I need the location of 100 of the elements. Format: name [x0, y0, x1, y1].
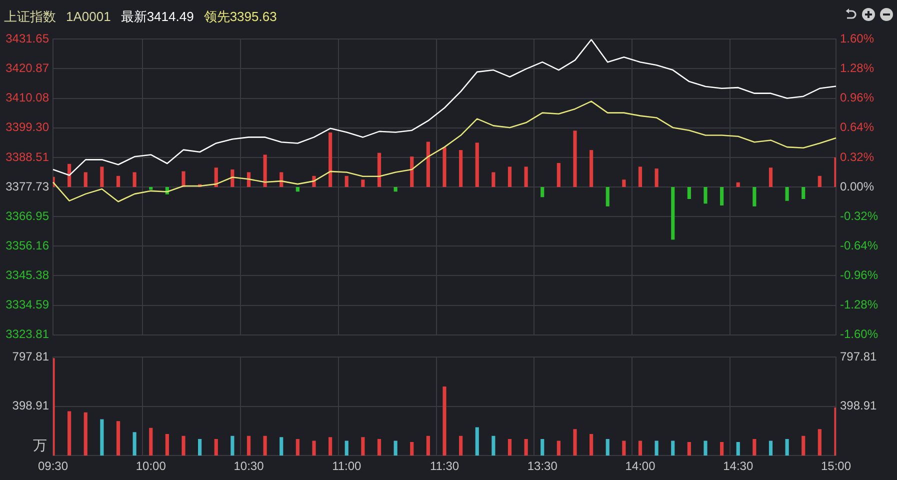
bar	[768, 440, 773, 456]
bar	[182, 436, 186, 456]
bar	[100, 166, 104, 187]
bar	[165, 434, 169, 456]
bar	[394, 440, 398, 456]
bar	[214, 168, 218, 187]
bar	[573, 429, 577, 456]
bar	[638, 166, 642, 187]
y-tick-label: 3388.51	[6, 150, 50, 164]
y-tick-label: 3377.73	[6, 179, 50, 194]
y-tick-label: 797.81	[12, 350, 50, 364]
bar	[622, 440, 626, 456]
bar	[752, 438, 756, 456]
bar	[230, 436, 234, 456]
bar	[182, 171, 186, 187]
bar	[459, 436, 463, 456]
x-tick-label: 10:30	[234, 459, 264, 474]
bar	[768, 168, 773, 187]
x-tick-label: 14:00	[625, 459, 656, 474]
bar	[508, 166, 512, 187]
bar	[654, 168, 658, 187]
y-tick-label: 398.91	[12, 398, 50, 413]
bar	[132, 432, 136, 456]
y-tick-label: 3366.95	[6, 208, 50, 223]
bar	[263, 436, 267, 456]
y2-tick-label: 0.64%	[840, 120, 874, 134]
bar	[492, 172, 496, 187]
bar	[524, 166, 528, 187]
bar	[508, 438, 512, 456]
y2-tick-label: 0.00%	[840, 179, 874, 194]
y2-tick-label: 398.91	[840, 398, 878, 413]
bar	[361, 180, 365, 187]
bar	[459, 150, 463, 187]
bar	[198, 438, 202, 456]
bar	[752, 187, 756, 206]
bar	[280, 172, 284, 187]
bar	[68, 164, 72, 187]
bar	[149, 428, 153, 456]
x-tick-label: 09:30	[38, 459, 68, 474]
bar	[802, 187, 806, 200]
bar	[296, 187, 300, 192]
bar	[704, 187, 708, 204]
y-tick-label: 3334.59	[6, 298, 50, 312]
bar	[524, 438, 528, 456]
x-tick-label: 13:30	[527, 459, 558, 474]
bar	[492, 436, 496, 456]
bar	[246, 436, 251, 456]
y-tick-label: 3345.38	[6, 268, 50, 282]
y-tick-label: 3410.08	[6, 90, 50, 105]
bar	[312, 440, 316, 456]
y2-tick-label: -1.60%	[840, 327, 878, 342]
bar	[720, 187, 724, 206]
bar	[606, 438, 610, 456]
y-tick-label: 3323.81	[6, 327, 50, 342]
bar	[590, 434, 594, 456]
x-tick-label: 10:00	[136, 459, 166, 474]
bar	[720, 442, 724, 456]
x-tick-label: 14:30	[723, 459, 754, 474]
bar	[377, 152, 382, 187]
bar	[84, 412, 88, 456]
bar	[556, 162, 560, 187]
y-tick-label: 3420.87	[6, 61, 50, 76]
bar	[328, 132, 332, 187]
bar	[687, 442, 691, 456]
x-tick-label: 11:30	[430, 459, 460, 474]
bar	[426, 436, 430, 456]
y2-tick-label: -0.64%	[840, 238, 878, 252]
bar	[116, 176, 120, 187]
bar	[671, 440, 675, 456]
y2-tick-label: 1.60%	[840, 32, 874, 46]
y2-tick-label: 797.81	[840, 350, 878, 364]
bar	[361, 437, 365, 456]
y2-tick-label: -0.32%	[840, 208, 878, 223]
y2-tick-label: -0.96%	[840, 268, 878, 282]
y2-tick-label: 1.28%	[840, 61, 874, 76]
bar	[540, 438, 544, 456]
bar	[410, 442, 414, 456]
bar	[116, 421, 120, 456]
bar	[280, 437, 284, 456]
bar	[214, 438, 218, 456]
bar	[785, 187, 789, 201]
y-tick-label: 3431.65	[6, 32, 50, 46]
bar	[475, 142, 479, 187]
bar	[687, 187, 691, 200]
bar	[785, 438, 789, 456]
bar	[100, 419, 104, 456]
x-tick-label: 15:00	[820, 459, 852, 474]
bar	[540, 187, 544, 198]
bar	[622, 180, 626, 187]
y2-tick-label: 0.32%	[840, 150, 874, 164]
bar	[442, 147, 446, 187]
bar	[84, 172, 88, 187]
bar	[654, 440, 658, 456]
bar	[818, 429, 822, 456]
text: 最新3414.49	[120, 9, 194, 24]
bar	[556, 440, 560, 456]
bar	[344, 440, 348, 456]
bar	[704, 440, 708, 456]
bar	[606, 187, 610, 206]
bar	[132, 172, 136, 187]
